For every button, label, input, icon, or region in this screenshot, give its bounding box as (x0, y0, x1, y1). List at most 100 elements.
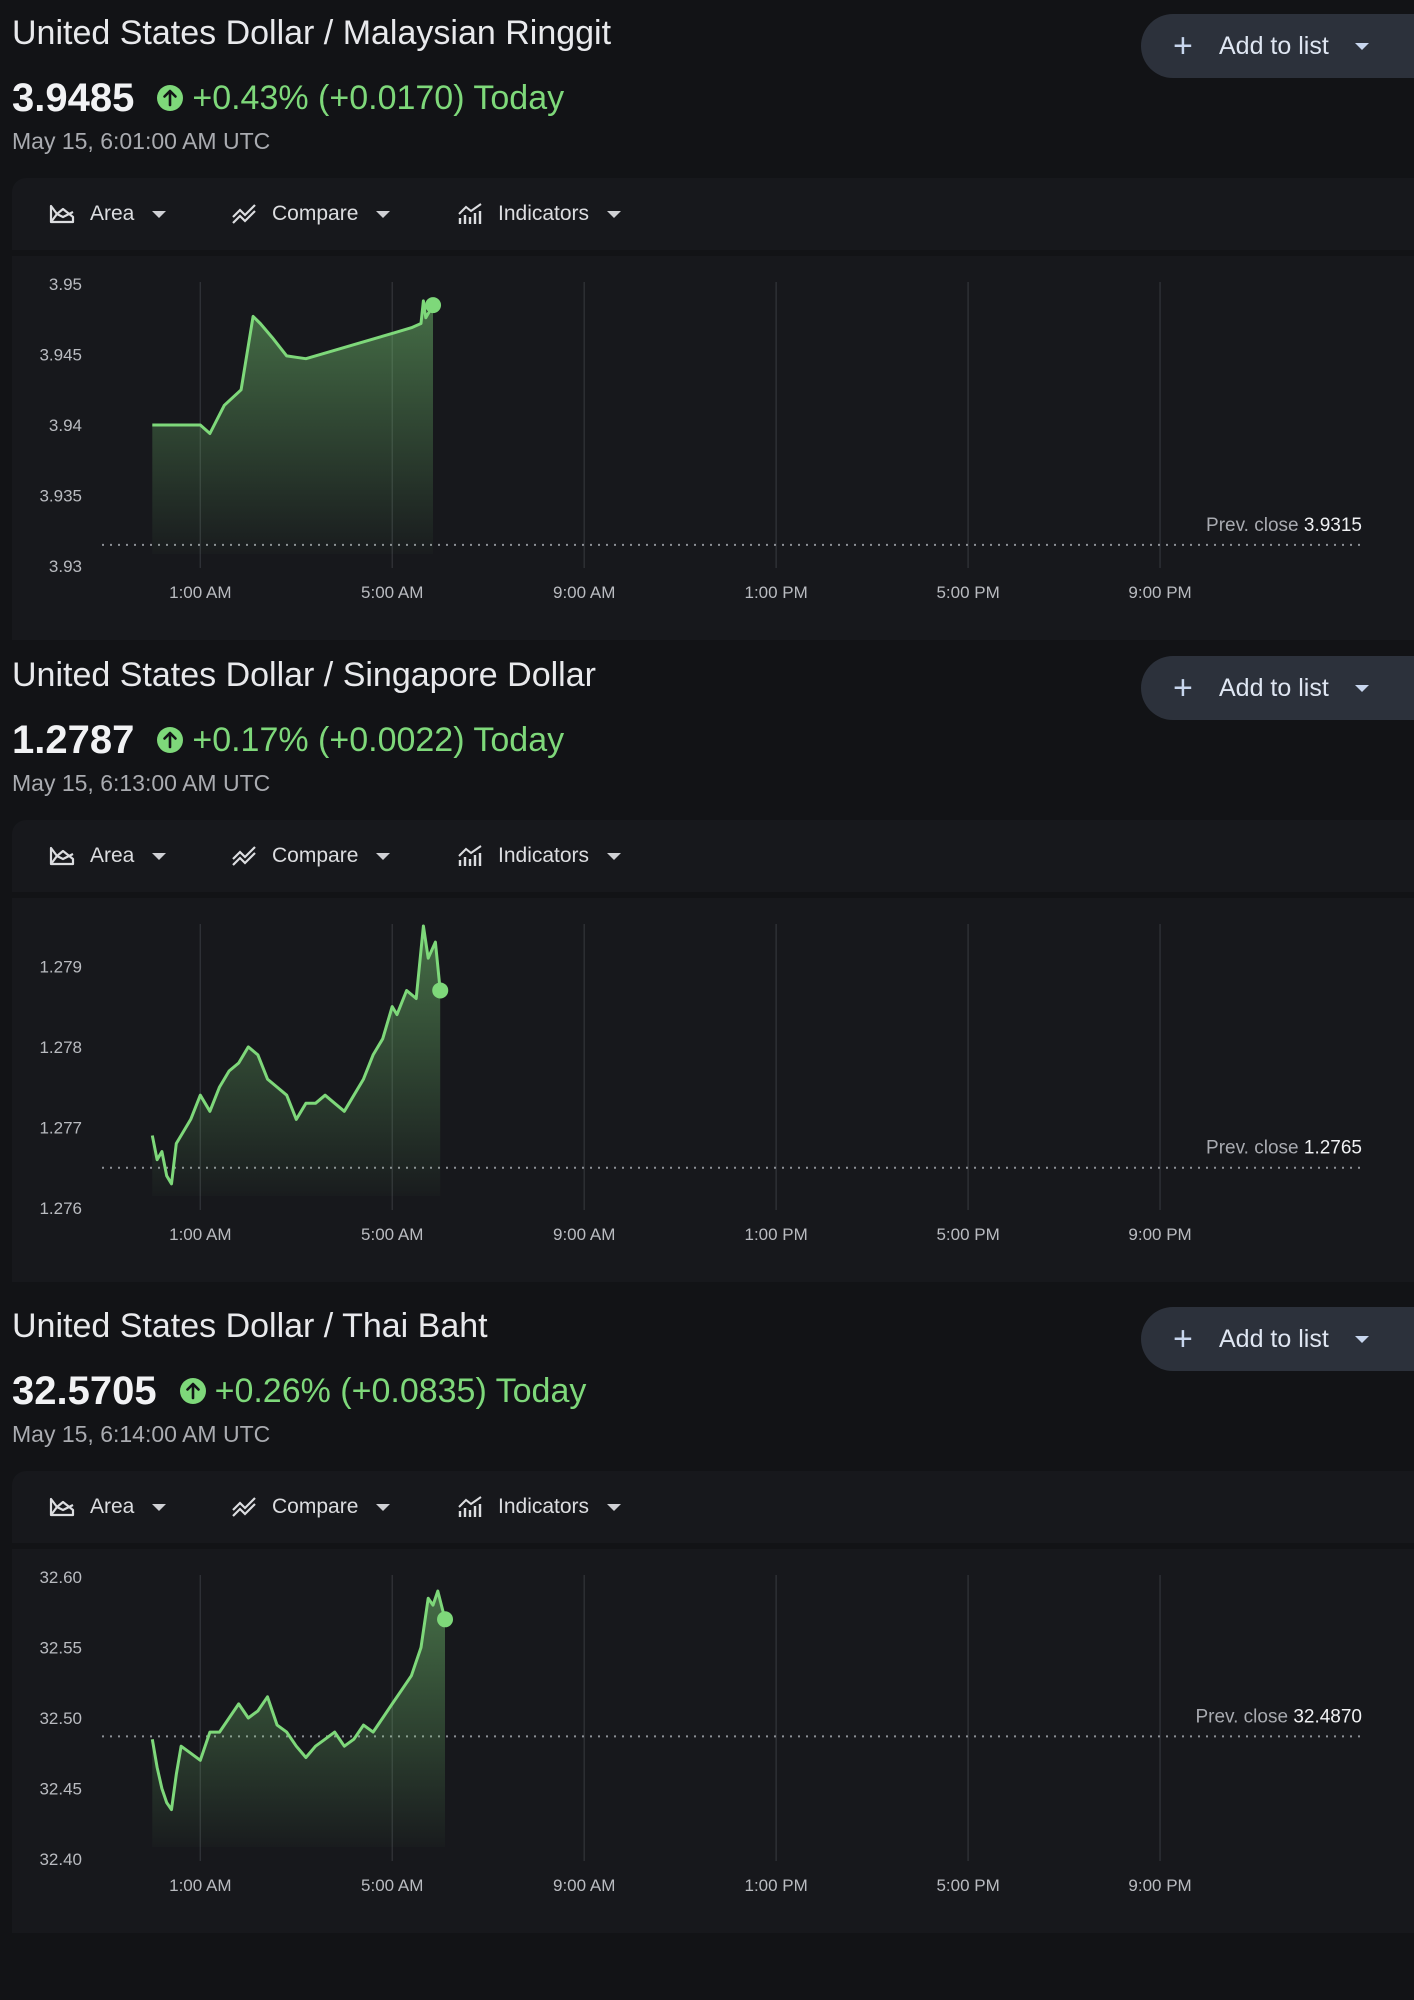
price-chart[interactable]: 1:00 AM 5:00 AM 9:00 AM 1:00 PM 5:00 PM 9:00 … (12, 1549, 1414, 1933)
chart-type-label: Area (90, 1495, 135, 1518)
indicators-icon (458, 1496, 482, 1517)
chevron-down-icon (607, 1503, 622, 1511)
add-to-list-button[interactable]: + Add to list (1141, 1307, 1414, 1371)
indicators-label: Indicators (498, 202, 590, 225)
y-tick-label: 3.945 (39, 346, 82, 365)
series-line (150, 1589, 447, 1812)
plus-icon: + (1173, 1320, 1193, 1358)
chevron-down-icon (152, 852, 167, 860)
plus-icon: + (1173, 669, 1193, 707)
add-to-list-label: Add to list (1219, 1324, 1329, 1353)
prev-close-value: 1.2765 (1304, 1138, 1362, 1159)
chevron-down-icon (376, 210, 391, 218)
chevron-down-icon (376, 1503, 391, 1511)
price-change: +0.43% (+0.0170) Today (192, 78, 565, 117)
prev-close-caption: Prev. close (1206, 515, 1304, 536)
add-to-list-button[interactable]: + Add to list (1141, 656, 1414, 720)
x-tick-label: 5:00 PM (936, 1225, 999, 1244)
compare-icon (232, 204, 256, 224)
x-tick-label: 9:00 PM (1128, 1876, 1191, 1895)
x-tick-label: 9:00 PM (1128, 583, 1191, 602)
area-chart-icon (49, 204, 75, 224)
pair-title: United States Dollar / Singapore Dollar (12, 656, 596, 694)
prev-close-value: 3.9315 (1304, 515, 1362, 536)
chevron-down-icon (376, 852, 391, 860)
last-price-dot (425, 297, 442, 314)
prev-close-caption: Prev. close (1195, 1706, 1293, 1727)
current-price: 1.2787 (12, 717, 135, 762)
compare-label: Compare (272, 844, 359, 867)
indicators-dropdown[interactable]: Indicators (456, 178, 622, 250)
add-to-list-label: Add to list (1219, 673, 1329, 702)
price-row: 1.2787 +0.17% (+0.0022) Today (12, 718, 564, 762)
last-price-dot (437, 1611, 454, 1628)
price-row: 32.5705 +0.26% (+0.0835) Today (12, 1369, 586, 1413)
prev-close-label: Prev. close 32.4870 (1195, 1706, 1362, 1727)
chevron-down-icon (607, 210, 622, 218)
y-tick-label: 32.50 (39, 1709, 82, 1728)
y-tick-label: 3.95 (49, 275, 82, 294)
chevron-down-icon (1354, 1335, 1369, 1343)
x-tick-label: 9:00 AM (553, 583, 615, 602)
quote-timestamp: May 15, 6:14:00 AM UTC (12, 1421, 271, 1447)
chart-type-dropdown[interactable]: Area (48, 178, 167, 250)
indicators-label: Indicators (498, 844, 590, 867)
y-tick-label: 1.278 (39, 1038, 82, 1057)
x-tick-label: 9:00 PM (1128, 1225, 1191, 1244)
compare-dropdown[interactable]: Compare (230, 820, 391, 892)
series-line (150, 924, 442, 1186)
x-tick-label: 1:00 PM (744, 1225, 807, 1244)
compare-label: Compare (272, 1495, 359, 1518)
chart-type-label: Area (90, 844, 135, 867)
x-tick-label: 5:00 AM (361, 1225, 423, 1244)
quote-timestamp: May 15, 6:13:00 AM UTC (12, 770, 271, 796)
series-area (152, 926, 441, 1196)
quote-timestamp: May 15, 6:01:00 AM UTC (12, 128, 271, 154)
x-tick-label: 5:00 PM (936, 583, 999, 602)
arrow-up-circle-icon (157, 85, 184, 111)
chart-type-label: Area (90, 202, 135, 225)
x-tick-label: 5:00 PM (936, 1876, 999, 1895)
chart-type-dropdown[interactable]: Area (48, 1471, 167, 1543)
x-tick-label: 5:00 AM (361, 1876, 423, 1895)
prev-close-caption: Prev. close (1206, 1138, 1304, 1159)
indicators-icon (458, 845, 482, 866)
chevron-down-icon (152, 1503, 167, 1511)
y-tick-label: 3.935 (39, 487, 82, 506)
chart-toolbar: Area Compare Indicators (12, 1471, 1414, 1543)
x-tick-label: 1:00 PM (744, 583, 807, 602)
y-tick-label: 32.40 (39, 1850, 82, 1869)
indicators-dropdown[interactable]: Indicators (456, 820, 622, 892)
chart-type-dropdown[interactable]: Area (48, 820, 167, 892)
y-tick-label: 1.279 (39, 957, 82, 976)
add-to-list-label: Add to list (1219, 31, 1329, 60)
x-tick-label: 1:00 AM (169, 1225, 231, 1244)
compare-dropdown[interactable]: Compare (230, 178, 391, 250)
x-tick-label: 1:00 PM (744, 1876, 807, 1895)
indicators-icon (458, 203, 482, 224)
y-tick-label: 32.45 (39, 1780, 82, 1799)
indicators-dropdown[interactable]: Indicators (456, 1471, 622, 1543)
series-area (152, 1591, 446, 1847)
pair-title: United States Dollar / Malaysian Ringgit (12, 14, 612, 52)
y-tick-label: 32.60 (39, 1568, 82, 1587)
indicators-label: Indicators (498, 1495, 590, 1518)
chevron-down-icon (607, 852, 622, 860)
compare-dropdown[interactable]: Compare (230, 1471, 391, 1543)
chevron-down-icon (1354, 684, 1369, 692)
prev-close-label: Prev. close 1.2765 (1206, 1138, 1362, 1159)
add-to-list-button[interactable]: + Add to list (1141, 14, 1414, 78)
price-chart-svg: 1:00 AM 5:00 AM 9:00 AM 1:00 PM 5:00 PM 9:00 … (39, 275, 1362, 602)
chevron-down-icon (1354, 42, 1369, 50)
current-price: 32.5705 (12, 1368, 157, 1413)
compare-icon (232, 846, 256, 866)
compare-label: Compare (272, 202, 359, 225)
price-chart[interactable]: 1:00 AM 5:00 AM 9:00 AM 1:00 PM 5:00 PM 9:00 … (12, 256, 1414, 640)
y-tick-label: 1.276 (39, 1199, 82, 1218)
price-chart-svg: 1:00 AM 5:00 AM 9:00 AM 1:00 PM 5:00 PM 9:00 … (39, 1568, 1362, 1895)
prev-close-value: 32.4870 (1293, 1706, 1362, 1727)
y-tick-label: 3.94 (49, 416, 82, 435)
price-chart[interactable]: 1:00 AM 5:00 AM 9:00 AM 1:00 PM 5:00 PM 9:00 … (12, 898, 1414, 1282)
x-tick-label: 5:00 AM (361, 583, 423, 602)
area-chart-icon (49, 846, 75, 866)
